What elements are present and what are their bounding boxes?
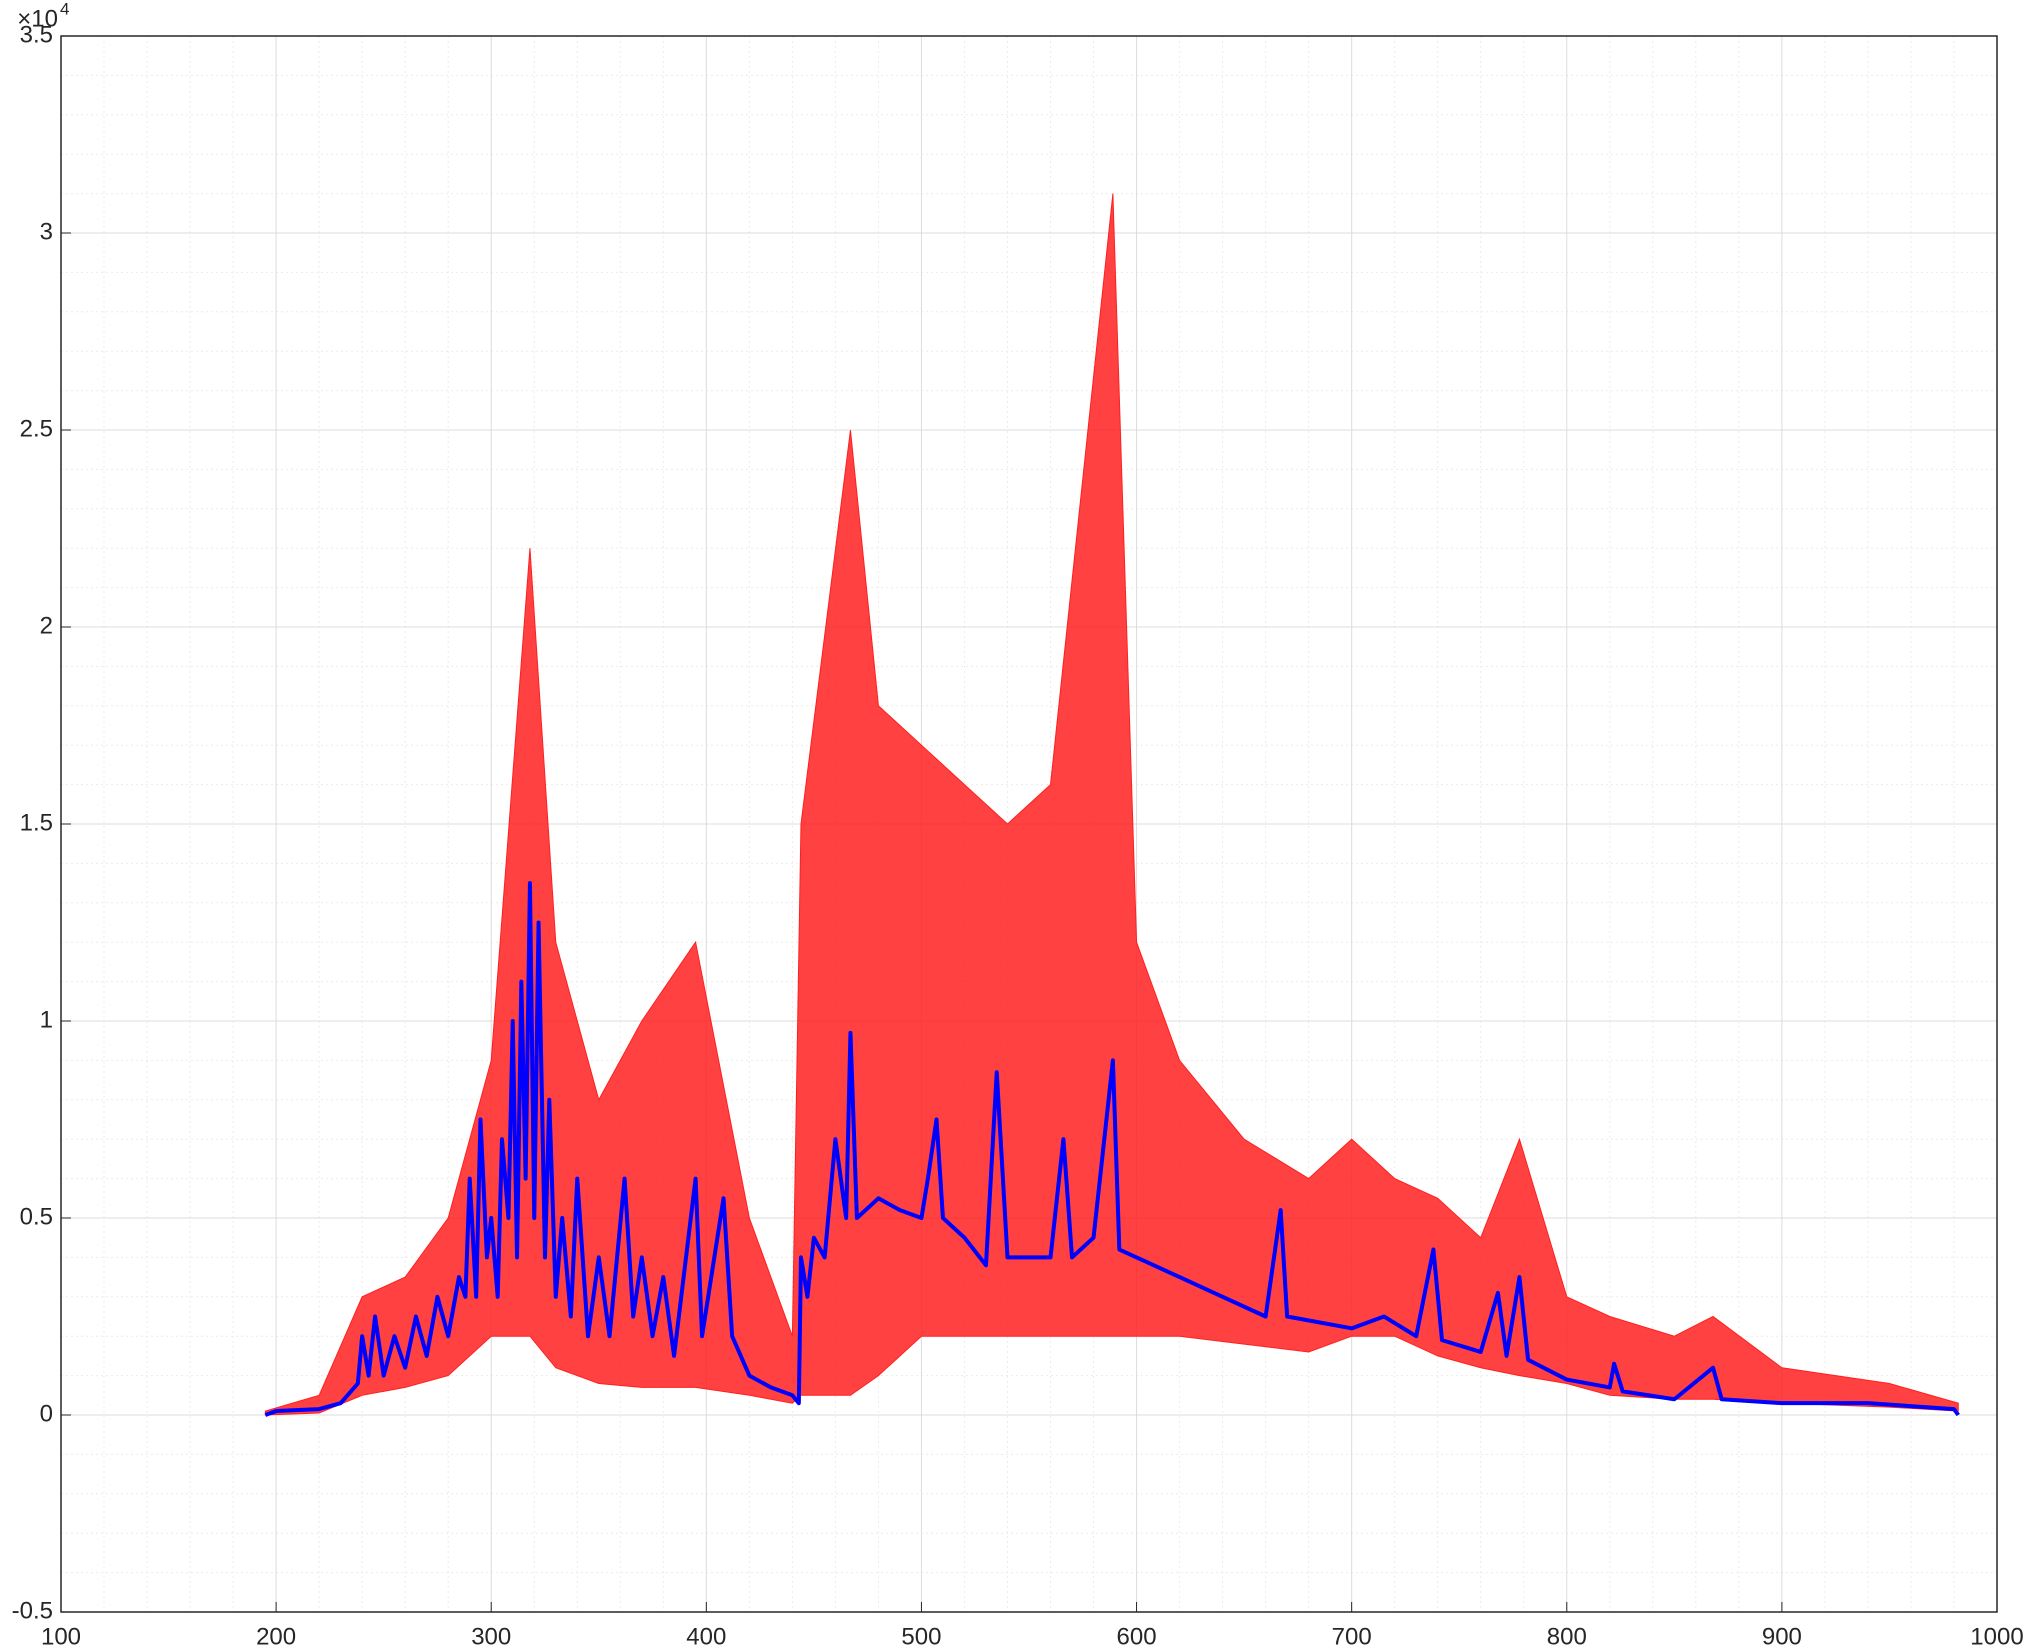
- x-tick-label: 600: [1117, 1623, 1157, 1650]
- y-multiplier-power: 4: [60, 0, 69, 18]
- x-tick-label: 800: [1547, 1623, 1587, 1650]
- axes-box: [60, 35, 1998, 1613]
- x-tick-label: 1000: [1970, 1623, 2023, 1650]
- y-tick-label: 2.5: [20, 415, 53, 442]
- y-tick-label: 2: [40, 612, 53, 639]
- y-tick-label: 1: [40, 1006, 53, 1033]
- y-tick-label: 3: [40, 218, 53, 245]
- spectra-band: [264, 193, 1959, 1416]
- x-tick-label: 100: [41, 1623, 81, 1650]
- x-tick-label: 300: [471, 1623, 511, 1650]
- y-tick-label: 1.5: [20, 809, 53, 836]
- y-tick-label: -0.5: [12, 1597, 53, 1624]
- y-multiplier-base: ×10: [17, 5, 58, 32]
- x-tick-label: 700: [1332, 1623, 1372, 1650]
- mean-line: [264, 881, 1960, 1417]
- x-tick-label: 500: [901, 1623, 941, 1650]
- x-tick-label: 200: [256, 1623, 296, 1650]
- y-tick-label: 0.5: [20, 1203, 53, 1230]
- x-tick-label: 400: [686, 1623, 726, 1650]
- y-tick-label: 0: [40, 1400, 53, 1427]
- x-tick-label: 900: [1762, 1623, 1802, 1650]
- y-tick-label: 3.5: [20, 21, 53, 48]
